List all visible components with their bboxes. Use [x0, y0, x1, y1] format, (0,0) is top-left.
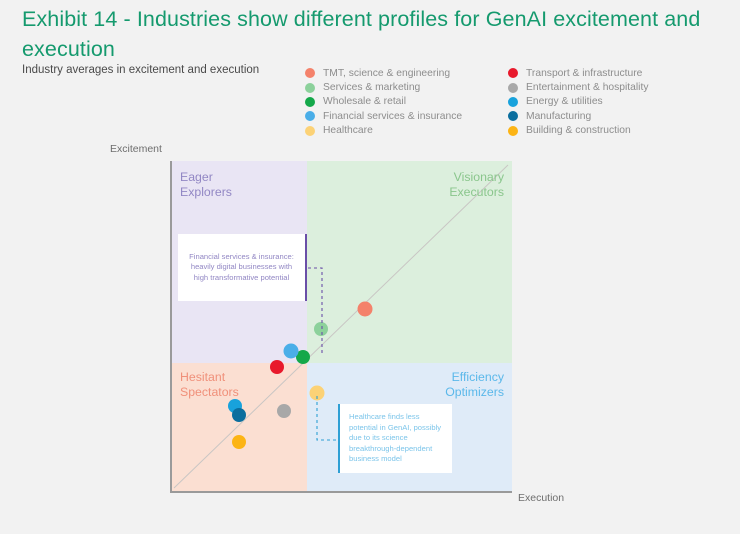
legend-swatch-icon — [508, 125, 518, 136]
legend-item-label: Services & marketing — [323, 82, 421, 94]
legend-item-label: Healthcare — [323, 125, 373, 137]
quadrant-label-visionary-executors: Visionary Executors — [449, 170, 504, 199]
legend-swatch-icon — [508, 96, 518, 107]
y-axis-line — [170, 161, 172, 492]
annotation-financial-services: Financial services & insurance: heavily … — [178, 234, 307, 301]
legend-swatch-icon — [305, 111, 315, 122]
legend-item[interactable]: Entertainment & hospitality — [508, 80, 648, 94]
quadrant-label-eager-explorers: Eager Explorers — [180, 170, 232, 199]
data-point[interactable] — [232, 435, 247, 450]
annotation-healthcare: Healthcare finds less potential in GenAI… — [338, 404, 452, 473]
legend-item-label: Entertainment & hospitality — [526, 82, 649, 94]
legend-item-label: Financial services & insurance — [323, 110, 463, 122]
legend-item[interactable]: Wholesale & retail — [305, 95, 462, 109]
legend-item-label: Building & construction — [526, 125, 631, 137]
data-point[interactable] — [232, 407, 247, 422]
legend-item-label: Wholesale & retail — [323, 96, 406, 108]
legend-item[interactable]: TMT, science & engineering — [305, 66, 462, 80]
legend-column-right: Transport & infrastructure Entertainment … — [508, 66, 648, 138]
chart-subtitle: Industry averages in excitement and exec… — [22, 64, 260, 76]
legend-item-label: Manufacturing — [526, 110, 592, 122]
legend-column-left: TMT, science & engineering Services & mar… — [305, 66, 462, 138]
legend-swatch-icon — [508, 82, 518, 93]
x-axis-line — [170, 491, 512, 493]
legend-item[interactable]: Services & marketing — [305, 80, 462, 94]
x-axis-label: Execution — [518, 492, 565, 504]
legend-item[interactable]: Transport & infrastructure — [508, 66, 648, 80]
quadrant-label-efficiency-optimizers: Efficiency Optimizers — [445, 370, 504, 399]
data-point[interactable] — [283, 343, 299, 359]
legend-item-label: Transport & infrastructure — [526, 67, 643, 79]
quadrant-label-hesitant-spectators: Hesitant Spectators — [180, 370, 239, 399]
data-point[interactable] — [314, 321, 329, 336]
page-title: Exhibit 14 - Industries show different p… — [22, 7, 701, 61]
legend-swatch-icon — [508, 111, 518, 122]
legend-swatch-icon — [305, 96, 315, 107]
annotation-fsi-text: Financial services & insurance: heavily … — [189, 251, 294, 282]
legend-item-label: Energy & utilities — [526, 96, 603, 108]
legend-item-label: TMT, science & engineering — [323, 67, 451, 79]
annotation-healthcare-text: Healthcare finds less potential in GenAI… — [349, 412, 442, 464]
y-axis-label: Excitement — [110, 143, 162, 155]
legend-item[interactable]: Building & construction — [508, 124, 648, 138]
legend-swatch-icon — [305, 82, 315, 93]
legend-item[interactable]: Manufacturing — [508, 109, 648, 123]
data-point[interactable] — [357, 301, 373, 317]
legend-swatch-icon — [508, 68, 518, 79]
data-point[interactable] — [309, 385, 325, 401]
legend-swatch-icon — [305, 68, 315, 79]
legend-item[interactable]: Healthcare — [305, 124, 462, 138]
data-point[interactable] — [270, 359, 285, 374]
legend-item[interactable]: Energy & utilities — [508, 95, 648, 109]
data-point[interactable] — [276, 403, 291, 418]
legend-item[interactable]: Financial services & insurance — [305, 109, 462, 123]
legend-swatch-icon — [305, 125, 315, 136]
